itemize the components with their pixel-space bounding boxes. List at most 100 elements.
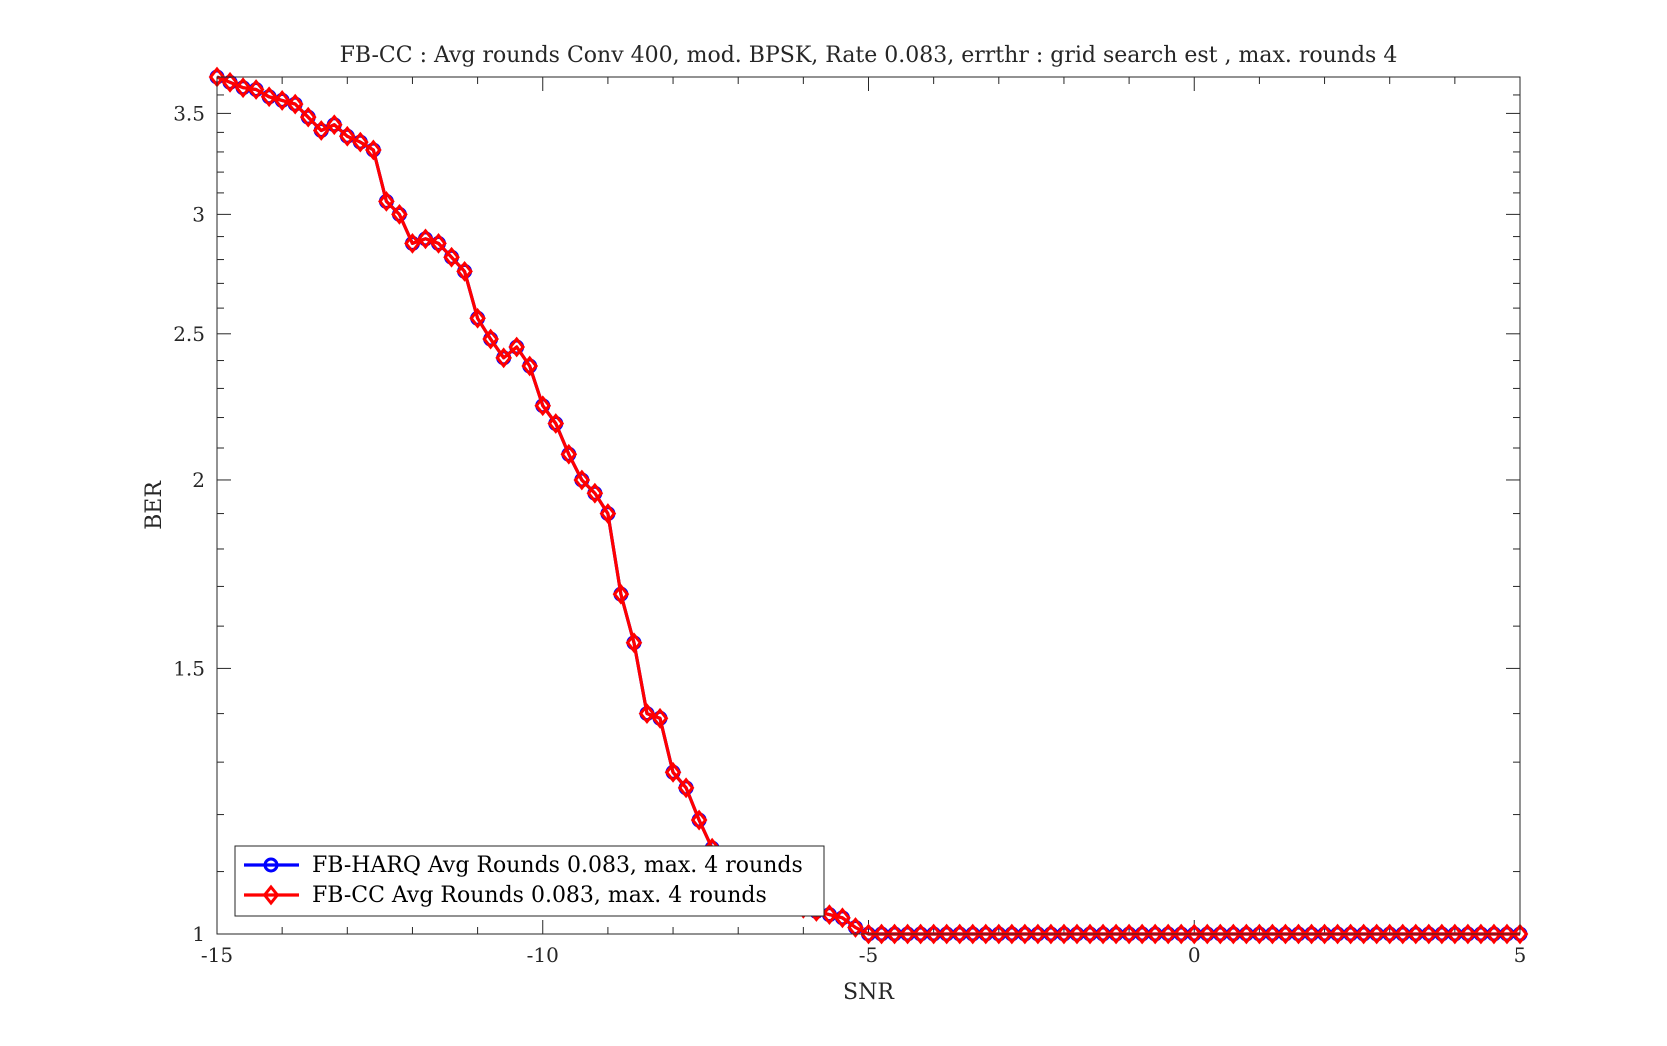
series-line: [216, 75, 1520, 936]
data-point-diamond: [508, 336, 526, 358]
data-point-diamond: [1107, 923, 1125, 945]
data-point-diamond: [338, 125, 356, 147]
data-point-diamond: [625, 632, 643, 654]
data-point-diamond: [378, 191, 395, 212]
data-point-diamond: [325, 114, 343, 136]
data-point-diamond: [352, 131, 369, 153]
legend-item-fb-harq[interactable]: FB-HARQ Avg Rounds 0.083, max. 4 rounds: [244, 853, 803, 878]
data-point-diamond: [1238, 923, 1255, 945]
data-point-diamond: [1146, 923, 1164, 945]
data-point-diamond: [1394, 923, 1412, 945]
data-point-diamond: [365, 139, 382, 161]
data-point-diamond: [990, 923, 1008, 945]
data-point-diamond: [873, 923, 890, 945]
data-point-diamond: [1459, 923, 1477, 945]
series-fb-harq: [209, 69, 1528, 942]
data-point-diamond: [1081, 923, 1099, 945]
data-point-diamond: [1172, 923, 1190, 945]
data-point-diamond: [1446, 923, 1464, 945]
data-point-diamond: [1159, 923, 1177, 945]
data-point-diamond: [1185, 923, 1203, 945]
data-point-diamond: [1420, 923, 1438, 945]
data-point-diamond: [1368, 923, 1385, 945]
data-point-diamond: [847, 917, 864, 938]
data-point-diamond: [1485, 923, 1503, 945]
x-tick-label: -10: [527, 943, 559, 967]
legend-item-fb-cc[interactable]: FB-CC Avg Rounds 0.083, max. 4 rounds: [244, 883, 767, 908]
data-point-diamond: [1264, 923, 1281, 945]
data-point-diamond: [1329, 923, 1346, 945]
data-point-diamond: [1433, 923, 1451, 945]
data-point-diamond: [312, 120, 330, 141]
data-point-diamond: [221, 71, 239, 93]
data-point-diamond: [651, 707, 669, 729]
legend-label: FB-HARQ Avg Rounds 0.083, max. 4 rounds: [312, 853, 803, 878]
data-point-diamond: [1016, 923, 1034, 945]
legend-marker-circle: [263, 857, 279, 873]
data-point-diamond: [938, 923, 956, 945]
data-point-diamond: [1211, 923, 1229, 945]
series-line: [216, 75, 1520, 936]
data-point-diamond: [1277, 923, 1294, 945]
data-point-diamond: [951, 923, 969, 945]
data-point-diamond: [612, 583, 630, 605]
data-point-diamond: [1068, 923, 1086, 945]
data-point-diamond: [860, 923, 877, 945]
data-point-diamond: [234, 77, 252, 99]
series-layer: [208, 66, 1529, 945]
chart-title: FB-CC : Avg rounds Conv 400, mod. BPSK, …: [340, 43, 1398, 68]
data-point-diamond: [573, 469, 591, 491]
y-tick-label: 1: [192, 922, 205, 946]
y-axis-label: BER: [142, 480, 167, 530]
data-point-diamond: [925, 923, 942, 945]
data-point-diamond: [534, 395, 552, 417]
data-point-diamond: [1342, 923, 1359, 945]
series-fb-cc: [208, 66, 1529, 945]
x-tick-label: -5: [859, 943, 878, 967]
y-tick-label: 2: [192, 468, 205, 492]
data-point-diamond: [1133, 923, 1151, 945]
data-point-diamond: [417, 228, 434, 250]
data-point-diamond: [1498, 923, 1516, 945]
x-axis-label: SNR: [843, 980, 895, 1005]
data-point-diamond: [599, 503, 617, 524]
data-point-diamond: [521, 355, 539, 377]
data-point-diamond: [834, 907, 851, 929]
data-point-diamond: [1094, 923, 1112, 945]
data-point-diamond: [495, 347, 512, 369]
data-point-diamond: [286, 93, 304, 115]
data-point-diamond: [1303, 923, 1320, 945]
data-point-diamond: [899, 923, 916, 945]
data-point-diamond: [456, 260, 473, 282]
data-point-diamond: [273, 90, 291, 111]
data-point-diamond: [1511, 923, 1529, 945]
axis-ticks: -15 -10 -5 0 5 1 1.5 2 2.5 3 3.5: [173, 76, 1526, 967]
data-point-diamond: [1029, 923, 1047, 945]
data-point-diamond: [430, 232, 447, 254]
data-point-diamond: [1251, 923, 1268, 945]
data-point-diamond: [964, 923, 982, 945]
legend[interactable]: FB-HARQ Avg Rounds 0.083, max. 4 rounds F…: [234, 845, 825, 917]
data-point-diamond: [1120, 923, 1138, 945]
y-tick-label: 1.5: [173, 656, 205, 680]
data-point-diamond: [912, 923, 929, 945]
data-point-diamond: [1407, 923, 1425, 945]
data-point-diamond: [299, 106, 317, 128]
y-tick-label: 3: [192, 202, 205, 226]
data-point-diamond: [260, 86, 278, 108]
data-point-diamond: [586, 482, 604, 504]
data-point-diamond: [1198, 923, 1216, 945]
data-point-diamond: [1355, 923, 1372, 945]
legend-box: [234, 845, 825, 917]
data-point-diamond: [1225, 923, 1242, 945]
data-point-diamond: [977, 923, 995, 945]
data-point-diamond: [638, 703, 656, 725]
x-tick-label: -15: [201, 943, 233, 967]
legend-label: FB-CC Avg Rounds 0.083, max. 4 rounds: [312, 883, 767, 908]
data-point-diamond: [1472, 923, 1490, 945]
data-point-diamond: [677, 777, 695, 799]
data-point-diamond: [1381, 923, 1399, 945]
y-tick-label: 3.5: [173, 101, 205, 125]
data-point-diamond: [690, 809, 708, 831]
